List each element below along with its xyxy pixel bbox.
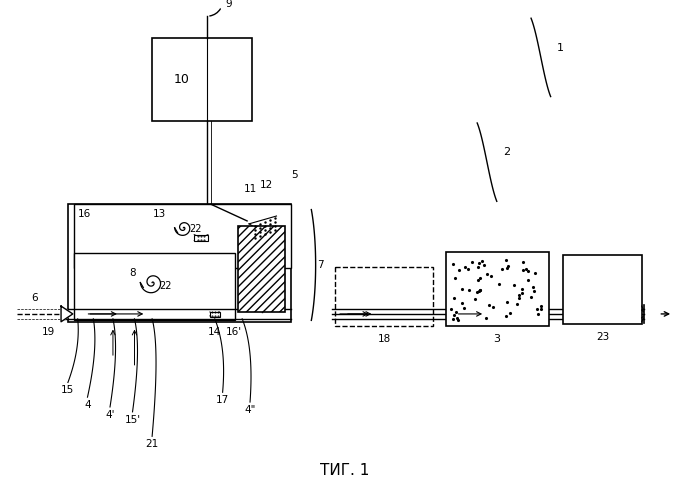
Text: 22: 22: [189, 224, 202, 234]
Text: 2: 2: [503, 147, 510, 157]
Text: 16: 16: [78, 209, 91, 219]
Text: 15': 15': [124, 415, 140, 425]
Text: 4': 4': [105, 410, 115, 420]
Text: 10: 10: [174, 73, 190, 86]
Text: 3: 3: [493, 334, 500, 344]
Text: 12: 12: [260, 180, 274, 190]
Text: 14: 14: [208, 326, 221, 336]
Text: 15: 15: [61, 385, 75, 395]
Bar: [335, 267, 433, 326]
Text: 9: 9: [225, 0, 232, 8]
Polygon shape: [61, 306, 73, 322]
Bar: [152, 38, 252, 121]
Text: 5: 5: [291, 170, 297, 180]
Bar: [194, 235, 208, 242]
Bar: [68, 204, 291, 322]
Bar: [210, 312, 220, 317]
Bar: [238, 226, 285, 312]
Text: 17: 17: [216, 395, 229, 405]
Text: 13: 13: [152, 209, 166, 219]
Text: 6: 6: [31, 293, 38, 303]
Text: 1: 1: [557, 42, 564, 52]
Text: 11: 11: [243, 184, 256, 194]
Text: 4": 4": [245, 405, 256, 415]
Text: 7: 7: [317, 260, 324, 270]
Text: 23: 23: [596, 332, 609, 342]
Bar: [563, 255, 642, 324]
Text: 8: 8: [129, 268, 136, 278]
Text: 22: 22: [160, 280, 172, 290]
Text: 4: 4: [84, 400, 91, 410]
Text: 21: 21: [146, 439, 159, 449]
Bar: [74, 204, 291, 268]
Text: 16': 16': [226, 326, 243, 336]
Bar: [446, 252, 549, 326]
Text: 18: 18: [377, 334, 391, 344]
Text: ΤИГ. 1: ΤИГ. 1: [321, 463, 370, 478]
Text: 19: 19: [41, 326, 55, 336]
Bar: [74, 253, 236, 320]
